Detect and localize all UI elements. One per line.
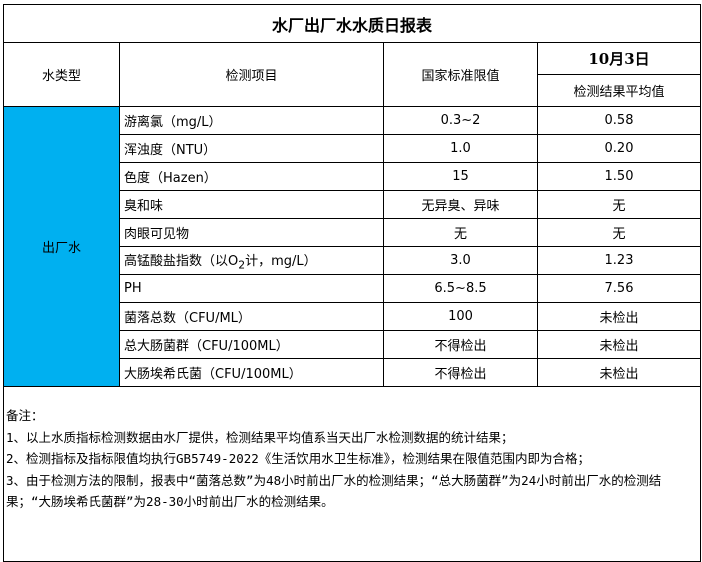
table-row: 臭和味 无异臭、异味无 [4, 190, 702, 219]
value-cell: 0.20 [536, 134, 702, 163]
item-cell: 色度（Hazen） [119, 162, 384, 191]
table-row: 色度（Hazen） 15 1.50 [4, 162, 702, 191]
item-cell: 总大肠菌群（CFU/100ML） [119, 330, 384, 359]
water-quality-table: 水厂出厂水水质日报表 水类型 检测项目 国家标准限值 10月3日 检测结果平均值… [2, 4, 702, 562]
report-title: 水厂出厂水水质日报表 [2, 4, 702, 43]
limit-cell: 不得检出 [383, 358, 538, 387]
item-cell: 高锰酸盐指数（以O2计，mg/L） [119, 246, 384, 275]
item-text: 计，mg/L） [245, 253, 317, 269]
table-row: 出厂水 游离氯（mg/L） 0.3~2 0.58 [3, 106, 702, 387]
value-cell: 1.50 [536, 162, 702, 191]
table-row: 浑浊度（NTU） 1.0 0.20 [4, 134, 702, 163]
notes-heading: 备注： [6, 408, 44, 423]
value-cell: 未检出 [536, 330, 702, 359]
table-row: PH 6.5~8.5 7.56 [4, 274, 702, 303]
limit-cell: 无 [383, 218, 538, 247]
header-date: 10月3日 [536, 42, 702, 75]
item-cell: 浑浊度（NTU） [119, 134, 384, 163]
value-cell: 未检出 [536, 302, 702, 331]
limit-cell: 无异臭、异味 [383, 190, 538, 219]
note-line: 1、以上水质指标检测数据由水厂提供，检测结果平均值系当天出厂水检测数据的统计结果… [6, 429, 514, 445]
limit-cell: 100 [383, 302, 538, 331]
value-cell: 无 [536, 190, 702, 219]
water-type-cell: 出厂水 [3, 106, 120, 387]
item-cell: 大肠埃希氏菌（CFU/100ML） [119, 358, 384, 387]
value-cell: 7.56 [536, 274, 702, 303]
item-text: 高锰酸盐指数（以O [124, 253, 239, 269]
value-cell: 0.58 [536, 106, 702, 135]
item-cell: 游离氯（mg/L） [119, 106, 384, 135]
item-cell: 菌落总数（CFU/ML） [119, 302, 384, 331]
limit-cell: 3.0 [383, 246, 538, 275]
notes: 备注： 1、以上水质指标检测数据由水厂提供，检测结果平均值系当天出厂水检测数据的… [2, 386, 702, 562]
item-cell: 臭和味 [119, 190, 384, 219]
note-line: 3、由于检测方法的限制，报表中“菌落总数”为48小时前出厂水的检测结果；“总大肠… [6, 472, 662, 510]
value-cell: 无 [536, 218, 702, 247]
limit-cell: 6.5~8.5 [383, 274, 538, 303]
value-cell: 未检出 [536, 358, 702, 387]
limit-cell: 不得检出 [383, 330, 538, 359]
table-row: 肉眼可见物无无 [4, 218, 702, 247]
header-average: 检测结果平均值 [536, 74, 702, 107]
item-cell: 肉眼可见物 [119, 218, 384, 247]
limit-cell: 15 [383, 162, 538, 191]
item-cell: PH [119, 274, 384, 303]
table-row: 高锰酸盐指数（以O2计，mg/L） 3.0 1.23 [4, 246, 702, 275]
table-row: 大肠埃希氏菌（CFU/100ML） 不得检出 未检出 [4, 358, 702, 387]
limit-cell: 0.3~2 [383, 106, 538, 135]
item-subscript: 2 [238, 258, 246, 272]
value-cell: 1.23 [536, 246, 702, 275]
header-item: 检测项目 [119, 42, 384, 107]
table-row: 菌落总数（CFU/ML） 100 未检出 [4, 302, 702, 331]
header-water-type: 水类型 [3, 42, 120, 107]
header-limit: 国家标准限值 [383, 42, 538, 107]
note-line: 2、检测指标及指标限值均执行GB5749-2022《生活饮用水卫生标准》，检测结… [6, 451, 591, 466]
limit-cell: 1.0 [383, 134, 538, 163]
